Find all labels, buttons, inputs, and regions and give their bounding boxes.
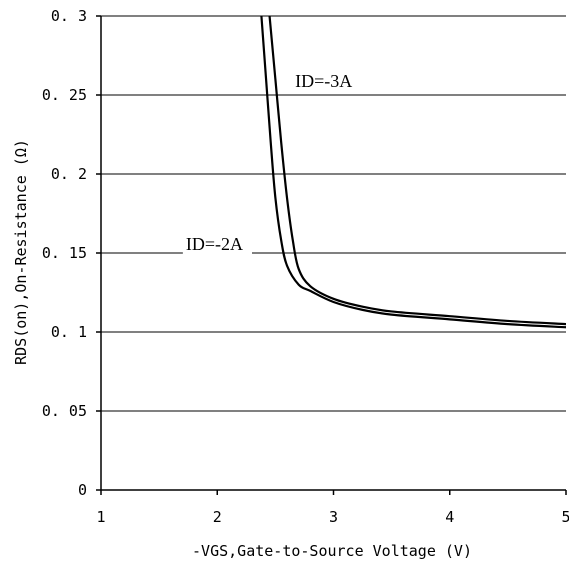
y-axis-title: RDS(on),On-Resistance (Ω) (12, 139, 30, 365)
series-line-1 (260, 16, 566, 329)
tick-labels: 0 0. 05 0. 1 0. 15 0. 2 0. 25 0. 3 1 2 3 4 5 (42, 7, 569, 526)
y-tick-label: 0. 3 (51, 7, 87, 25)
annotation-background (182, 232, 253, 255)
x-tick-label: 5 (561, 508, 569, 526)
axes (96, 15, 567, 495)
y-tick-label: 0. 25 (42, 86, 87, 104)
series-annotation: ID=-3A (295, 71, 352, 91)
x-tick-label: 2 (213, 508, 222, 526)
y-tick-label: 0. 2 (51, 165, 87, 183)
grid-lines (101, 15, 566, 412)
series-annotation: ID=-2A (186, 234, 243, 254)
y-tick-label: 0 (78, 481, 87, 499)
x-tick-label: 1 (96, 508, 105, 526)
curves (260, 16, 566, 329)
x-tick-label: 3 (329, 508, 338, 526)
series-line-0 (268, 16, 566, 326)
annotation-background (292, 70, 362, 93)
x-axis-title: -VGS,Gate-to-Source Voltage (V) (192, 542, 472, 560)
annotations: ID=-3A ID=-2A (182, 70, 362, 255)
x-tick-label: 4 (445, 508, 454, 526)
y-tick-label: 0. 05 (42, 402, 87, 420)
y-tick-label: 0. 15 (42, 244, 87, 262)
y-tick-label: 0. 1 (51, 323, 87, 341)
